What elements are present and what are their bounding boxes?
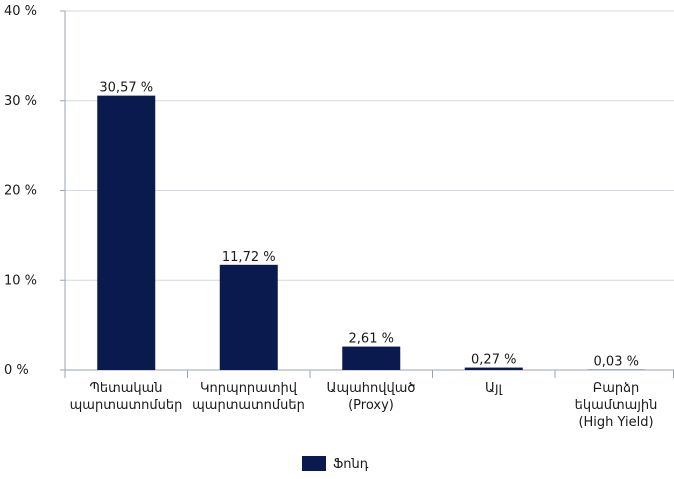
x-tick-label: Պետական պարտատոմսեր xyxy=(69,381,183,413)
x-tick-label: Կորպորատիվ պարտատոմսեր xyxy=(192,381,305,413)
bar xyxy=(219,264,278,370)
data-label: 11,72 % xyxy=(222,250,276,265)
bar xyxy=(342,346,401,370)
data-label: 2,61 % xyxy=(349,332,394,347)
x-tick-label: Այլ xyxy=(484,381,503,396)
data-label: 30,57 % xyxy=(99,81,153,96)
y-tick-label: 0 % xyxy=(4,363,29,378)
legend-label: Ֆոնդ xyxy=(333,457,369,472)
legend-swatch xyxy=(302,456,326,471)
x-tick-label: Բարձր եկամտային (High Yield) xyxy=(574,381,658,430)
bar xyxy=(97,95,156,370)
data-label: 0,03 % xyxy=(594,355,639,370)
x-tick-label: Ապահովված (Proxy) xyxy=(326,381,416,413)
bar xyxy=(464,367,523,370)
y-tick-label: 20 % xyxy=(4,184,37,199)
data-label: 0,27 % xyxy=(471,353,516,368)
y-tick-label: 10 % xyxy=(4,273,37,288)
y-tick-label: 30 % xyxy=(4,94,37,109)
y-tick-label: 40 % xyxy=(4,4,37,19)
